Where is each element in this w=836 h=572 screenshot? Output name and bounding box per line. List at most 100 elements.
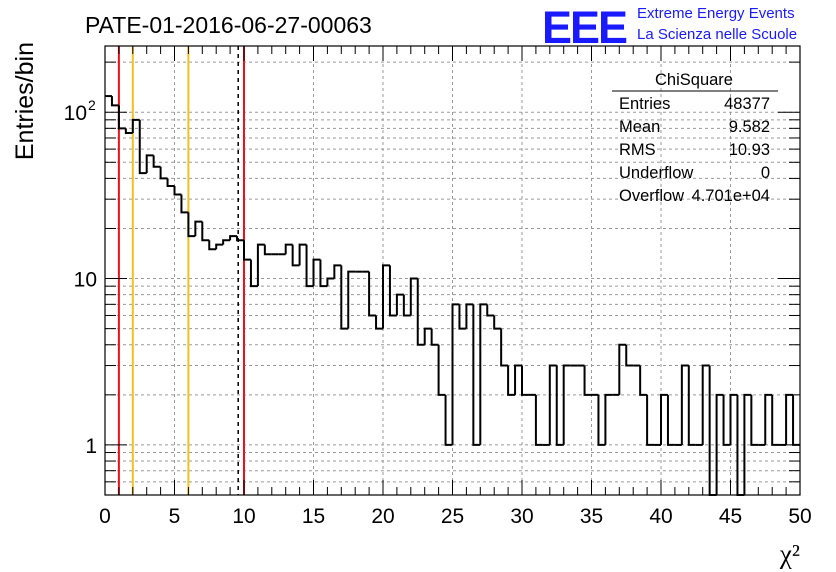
x-tick-label: 25 xyxy=(441,505,464,528)
histogram-bin xyxy=(666,394,675,446)
histogram-bin xyxy=(416,278,425,346)
stats-title: ChiSquare xyxy=(655,71,733,89)
stats-value-mean: 9.582 xyxy=(729,118,770,136)
histogram-bin xyxy=(555,365,564,446)
stats-value-underflow: 0 xyxy=(761,164,770,182)
y-tick-exponent: 2 xyxy=(88,97,96,113)
histogram-bin xyxy=(131,118,140,133)
histogram-bin xyxy=(479,303,488,445)
histogram-bin xyxy=(472,304,481,446)
stats-label-overflow: Overflow xyxy=(619,187,684,205)
histogram-bin xyxy=(333,264,342,279)
y-tick-label: 10 xyxy=(74,269,97,292)
grid xyxy=(105,46,800,495)
stats-box: ChiSquare Entries 48377 Mean 9.582 RMS 1… xyxy=(612,71,778,205)
histogram-bin xyxy=(514,364,522,395)
histogram-bin xyxy=(201,221,210,242)
histogram-bin xyxy=(305,244,314,288)
histogram-bin xyxy=(750,394,759,446)
histogram-bin xyxy=(340,265,349,330)
y-axis-title: Entries/bin xyxy=(11,42,39,160)
histogram-bin xyxy=(722,394,731,446)
histogram-bin xyxy=(458,304,467,330)
histogram-bin xyxy=(319,259,328,288)
histogram-bin xyxy=(347,270,356,329)
histogram-bin xyxy=(215,243,224,250)
histogram-bin xyxy=(465,303,474,329)
histogram-bin xyxy=(534,394,543,446)
x-tick-label: 10 xyxy=(232,505,255,528)
x-tick-label: 5 xyxy=(169,505,181,528)
x-tick-label: 20 xyxy=(371,505,394,528)
x-axis-title: χ² xyxy=(779,539,800,569)
histogram-bin xyxy=(437,344,446,396)
histogram-bin xyxy=(124,128,133,134)
histogram-bin xyxy=(639,365,648,396)
histogram-bin xyxy=(680,364,689,445)
stats-value-rms: 10.93 xyxy=(729,141,770,159)
histogram-bin xyxy=(771,394,780,446)
histogram-bin xyxy=(646,394,655,446)
x-tick-label: 40 xyxy=(649,505,672,528)
histogram-bin xyxy=(583,365,592,396)
histogram-bin xyxy=(604,393,613,445)
histogram-bin xyxy=(562,364,571,445)
x-tick-label: 30 xyxy=(510,505,533,528)
histogram-bin xyxy=(548,364,557,445)
histogram-bin xyxy=(395,293,404,316)
histogram-bin xyxy=(507,365,516,396)
histogram-bin xyxy=(138,119,147,175)
x-tick-label: 0 xyxy=(99,505,111,528)
histogram-bin xyxy=(597,394,606,446)
histogram-bin xyxy=(166,178,175,188)
histogram-bin xyxy=(500,328,509,367)
histogram-bin xyxy=(708,365,717,496)
histogram-bin xyxy=(493,315,502,330)
histogram-bin xyxy=(326,277,335,287)
logo-line-2: La Scienza nelle Scuole xyxy=(637,26,797,43)
histogram-bin xyxy=(208,240,217,251)
logo-line-1: Extreme Energy Events xyxy=(637,5,795,22)
x-tick-label: 15 xyxy=(302,505,325,528)
histogram-bin xyxy=(249,259,258,288)
histogram-bin xyxy=(792,394,800,446)
histogram-bin xyxy=(521,365,529,396)
histogram-bin xyxy=(444,394,453,446)
histogram-bin xyxy=(180,194,189,214)
histogram-bin xyxy=(451,303,460,445)
stats-value-entries: 48377 xyxy=(724,95,770,113)
histogram-bin xyxy=(715,393,724,495)
y-tick-label: 1 xyxy=(85,435,97,458)
histogram-bin xyxy=(229,235,238,241)
x-tick-label: 45 xyxy=(719,505,742,528)
histogram-bin xyxy=(298,243,307,266)
histogram-bin xyxy=(284,243,293,255)
histogram-bin xyxy=(110,96,119,107)
histogram-bin xyxy=(402,294,411,317)
histogram-bin xyxy=(263,244,272,256)
histogram-bin xyxy=(785,393,794,445)
chart-title: PATE-01-2016-06-27-00063 xyxy=(85,12,372,38)
histogram-bin xyxy=(409,277,418,316)
histogram-bin xyxy=(152,155,161,168)
histogram-bin xyxy=(764,393,773,445)
histogram-bin xyxy=(423,327,432,345)
x-tick-label: 50 xyxy=(788,505,811,528)
histogram-bin xyxy=(687,365,696,446)
histogram-bin xyxy=(145,154,154,174)
y-tick-label: 10 xyxy=(64,102,87,125)
histogram-bin xyxy=(256,243,265,287)
histogram-bin xyxy=(660,393,668,445)
histogram-bin xyxy=(236,236,244,242)
histogram-bin xyxy=(388,265,397,317)
histogram-bin xyxy=(312,258,321,287)
histogram-bin xyxy=(375,315,383,330)
histogram-bin xyxy=(701,364,710,445)
histogram-bin xyxy=(486,304,495,317)
histogram-bin xyxy=(368,271,377,317)
x-tick-label: 35 xyxy=(580,505,603,528)
histogram-bin xyxy=(382,264,390,329)
marker-lines xyxy=(117,46,245,495)
